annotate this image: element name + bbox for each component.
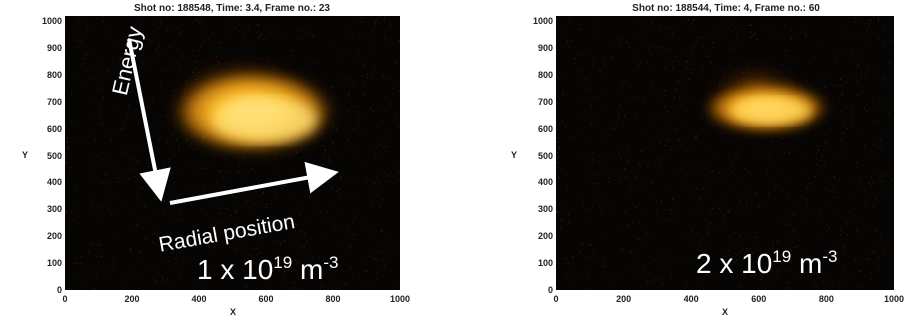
y-tick-label: 600 — [537, 123, 553, 134]
y-tick-label: 300 — [537, 204, 553, 215]
y-tick-label: 500 — [537, 150, 553, 161]
energy-arrow — [127, 38, 171, 202]
panel-title: Shot no: 188548, Time: 3.4, Frame no.: 2… — [134, 3, 330, 14]
camera-image: Energy Radial position 1 x 1019 m-3 — [65, 16, 400, 290]
y-tick-label: 600 — [46, 123, 62, 134]
density-label: 2 x 1019 m-3 — [696, 247, 838, 279]
y-tick-label: 100 — [537, 258, 553, 269]
y-tick-label: 0 — [56, 285, 62, 295]
x-tick-label: 1000 — [389, 294, 411, 304]
y-tick-label: 800 — [46, 69, 62, 80]
camera-frame-panel-right: Shot no: 188544, Time: 4, Frame no.: 60 — [493, 0, 916, 321]
y-tick-label: 1000 — [41, 16, 62, 26]
y-tick-label: 500 — [46, 150, 62, 161]
y-tick-label: 800 — [537, 69, 553, 80]
camera-frame-panel-left: Shot no: 188548, Time: 3.4, Frame no.: 2… — [0, 0, 420, 321]
x-tick-label: 200 — [616, 294, 632, 304]
y-tick-label: 300 — [46, 204, 62, 215]
y-tick-label: 400 — [46, 177, 62, 188]
y-tick-label: 400 — [537, 177, 553, 188]
x-tick-label: 400 — [191, 294, 207, 304]
x-tick-label: 600 — [751, 294, 767, 304]
y-tick-label: 100 — [46, 258, 62, 269]
y-tick-label: 900 — [537, 42, 553, 53]
y-tick-label: 900 — [46, 42, 62, 53]
x-tick-label: 600 — [258, 294, 274, 304]
y-tick-label: 0 — [547, 285, 553, 295]
density-label: 1 x 1019 m-3 — [197, 253, 339, 285]
y-tick-label: 200 — [537, 231, 553, 242]
x-tick-label: 200 — [124, 294, 140, 304]
y-axis-label: Y — [22, 150, 29, 160]
y-tick-label: 700 — [46, 96, 62, 107]
x-tick-label: 1000 — [883, 294, 905, 304]
radial-position-arrow — [169, 161, 339, 205]
emission-core — [731, 98, 811, 124]
x-tick-label: 0 — [553, 294, 559, 304]
y-tick-label: 1000 — [532, 16, 553, 26]
y-tick-label: 700 — [537, 96, 553, 107]
camera-image: 2 x 1019 m-3 — [556, 16, 894, 290]
sensor-noise — [556, 16, 894, 290]
x-tick-label: 0 — [62, 294, 68, 304]
y-tick-label: 200 — [46, 231, 62, 242]
panel-title: Shot no: 188544, Time: 4, Frame no.: 60 — [632, 3, 820, 14]
emission-core — [213, 98, 317, 142]
x-axis-label: X — [230, 307, 237, 317]
x-axis-label: X — [722, 307, 729, 317]
x-tick-label: 800 — [325, 294, 341, 304]
emission-image — [65, 16, 400, 290]
y-axis-label: Y — [511, 150, 518, 160]
emission-image — [556, 16, 894, 290]
x-tick-label: 400 — [683, 294, 699, 304]
x-tick-label: 800 — [818, 294, 834, 304]
